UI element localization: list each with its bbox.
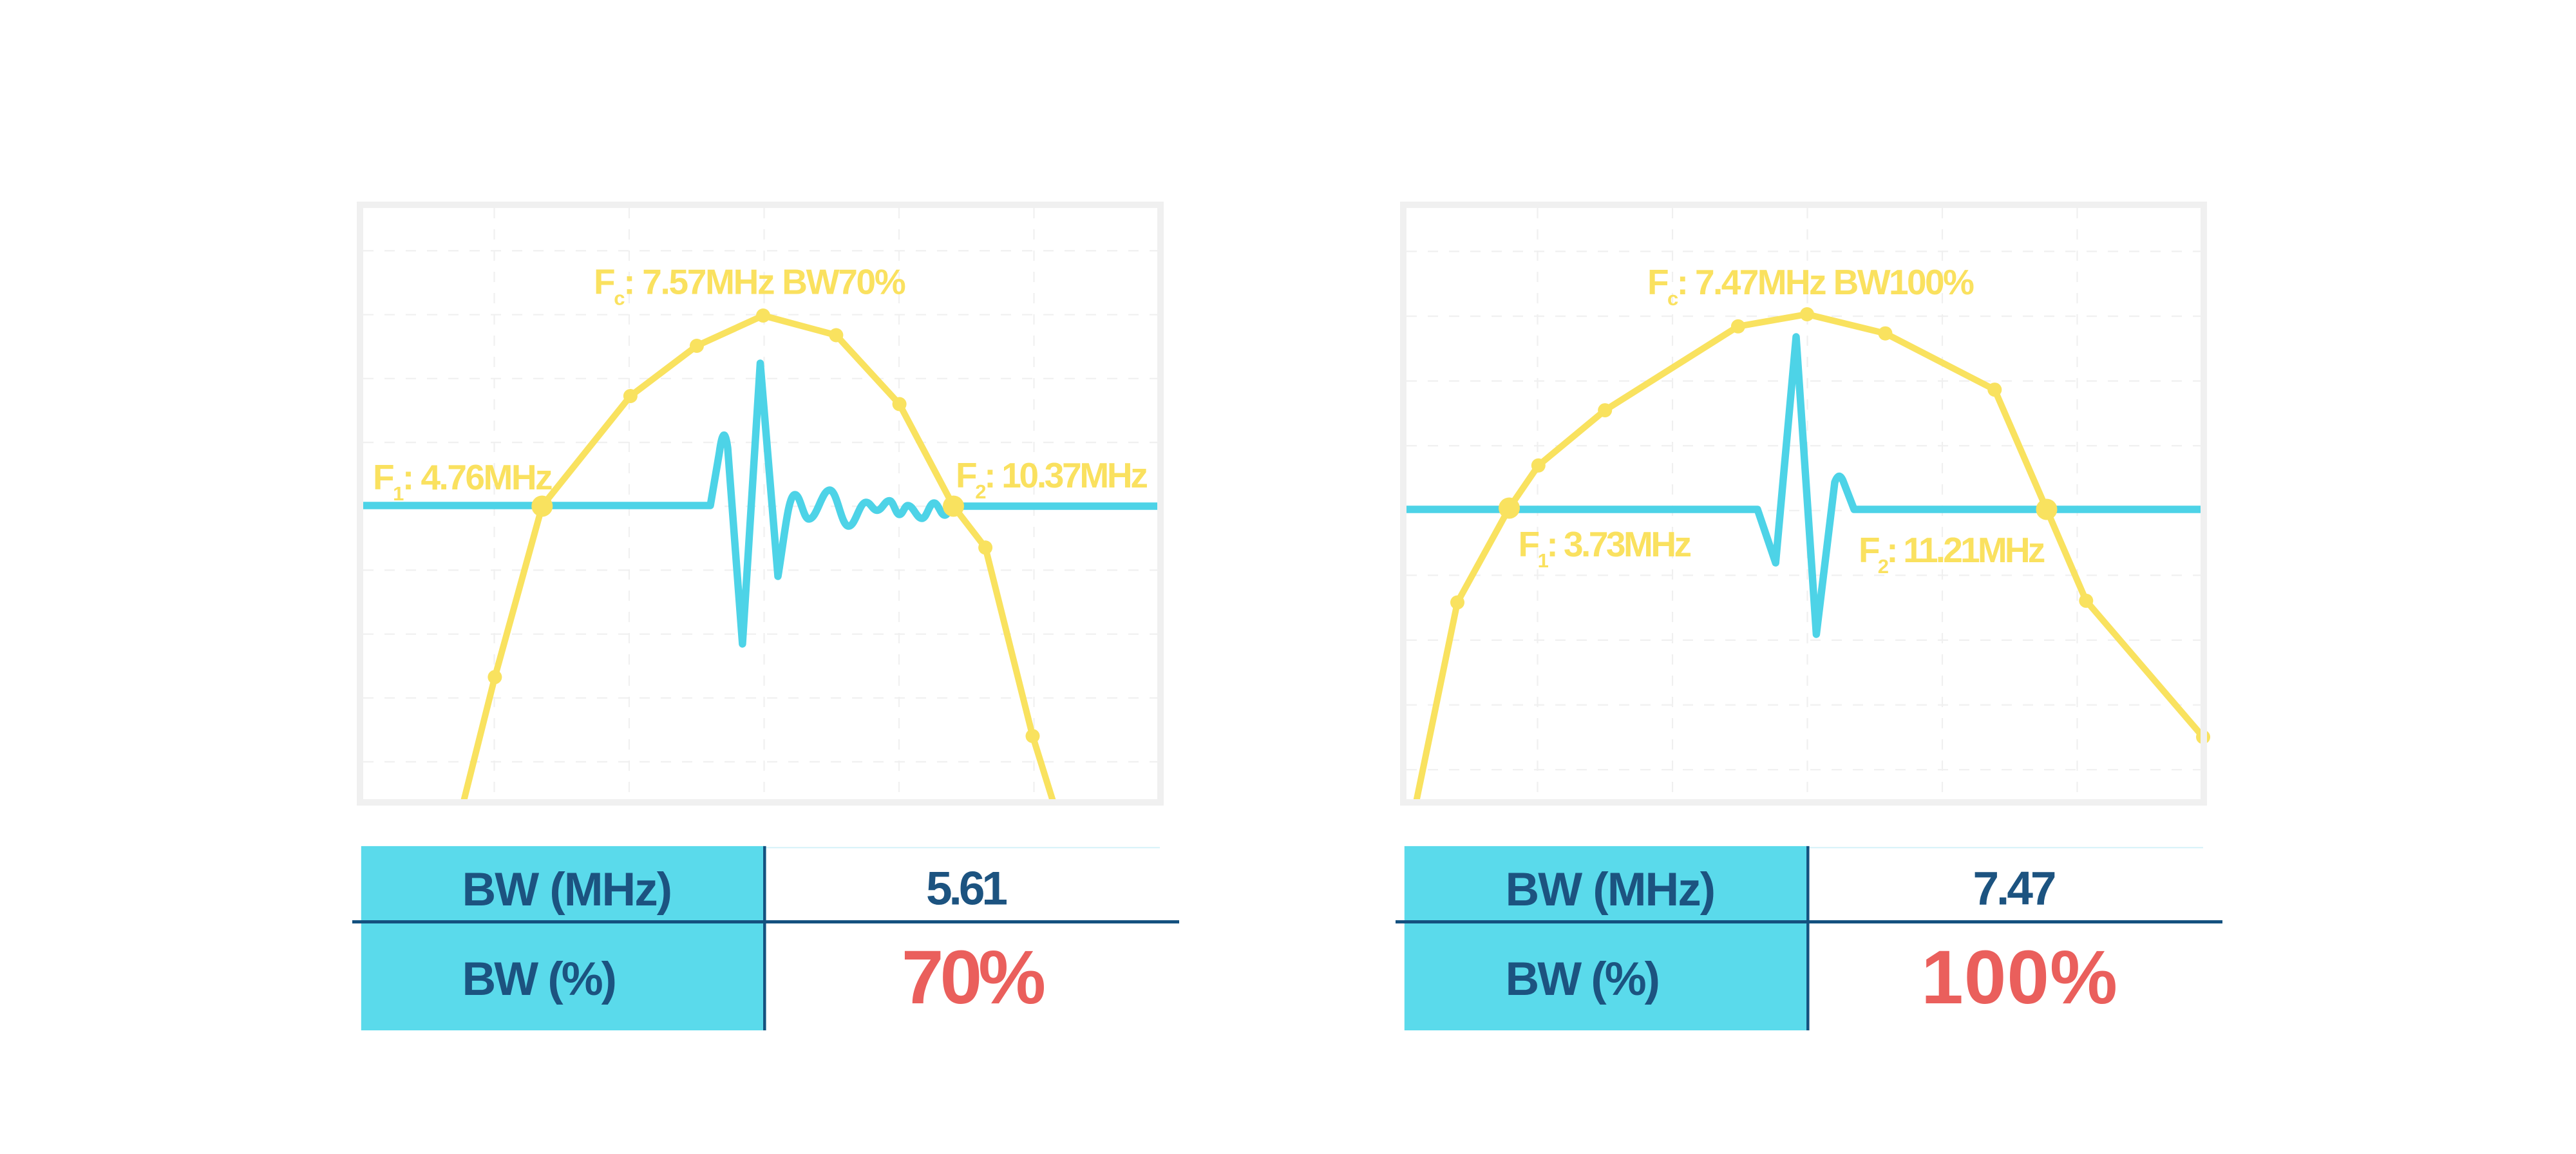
svg-text:BW (MHz): BW (MHz) <box>1506 864 1715 916</box>
svg-text:Fc: 7.57MHz BW70%: Fc: 7.57MHz BW70% <box>594 262 905 310</box>
svg-text:7.47: 7.47 <box>1973 862 2054 914</box>
svg-text:100%: 100% <box>1921 935 2118 1020</box>
svg-text:5.61: 5.61 <box>926 862 1007 914</box>
svg-text:F2: 11.21MHz: F2: 11.21MHz <box>1859 530 2045 578</box>
svg-text:F1: 4.76MHz: F1: 4.76MHz <box>373 457 552 505</box>
svg-text:BW (%): BW (%) <box>1506 953 1658 1005</box>
svg-text:Fc: 7.47MHz BW100%: Fc: 7.47MHz BW100% <box>1647 262 1974 310</box>
svg-text:70%: 70% <box>902 935 1044 1020</box>
svg-text:F2: 10.37MHz: F2: 10.37MHz <box>956 455 1147 503</box>
svg-text:BW (%): BW (%) <box>462 953 615 1005</box>
svg-text:BW (MHz): BW (MHz) <box>462 864 672 916</box>
svg-text:F1: 3.73MHz: F1: 3.73MHz <box>1519 524 1691 572</box>
